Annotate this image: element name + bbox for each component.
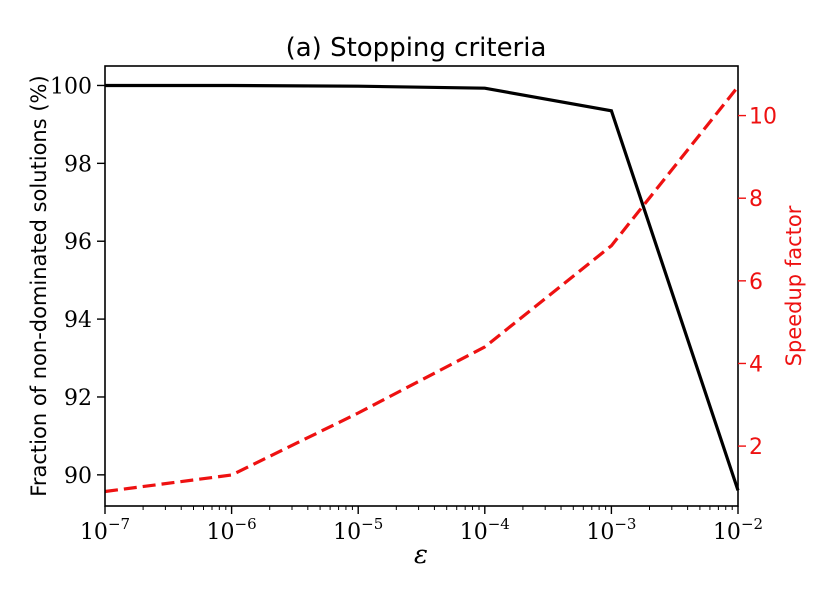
right-y-tick-label: 6 <box>749 270 763 295</box>
series-line-speedup <box>104 85 740 494</box>
left-y-tick-label: 92 <box>64 386 92 411</box>
x-axis-label: ε <box>414 540 428 570</box>
right-y-tick-label: 10 <box>749 105 777 130</box>
x-tick-label: 10−2 <box>713 515 763 545</box>
left-y-tick-label: 96 <box>64 230 92 255</box>
left-y-tick-label: 98 <box>64 152 92 177</box>
left-y-tick-label: 90 <box>64 464 92 489</box>
x-tick-label: 10−5 <box>333 515 383 545</box>
right-y-tick-label: 2 <box>749 435 763 460</box>
series-line-fraction <box>105 83 740 491</box>
left-y-axis-label: Fraction of non-dominated solutions (%) <box>27 75 51 496</box>
plot-frame <box>104 65 739 507</box>
right-y-axis-label: Speedup factor <box>782 205 806 366</box>
right-y-axis-ticks: 2 4 6 8 10 <box>738 105 777 460</box>
left-y-axis-ticks: 90 92 94 96 98 100 <box>50 74 105 489</box>
x-axis-ticks: 10−7 10−6 10−5 10−4 10−3 10−2 <box>80 506 763 545</box>
x-tick-label: 10−3 <box>586 515 636 545</box>
x-tick-label: 10−7 <box>80 515 130 545</box>
left-y-tick-label: 94 <box>64 308 92 333</box>
right-y-tick-label: 8 <box>749 187 763 212</box>
series-layer <box>104 83 740 494</box>
plot-area <box>104 65 740 507</box>
chart-title: (a) Stopping criteria <box>286 33 547 63</box>
left-y-tick-label: 100 <box>50 74 92 99</box>
x-tick-label: 10−6 <box>207 515 257 545</box>
right-y-tick-label: 4 <box>749 352 763 377</box>
x-tick-label: 10−4 <box>460 515 510 545</box>
